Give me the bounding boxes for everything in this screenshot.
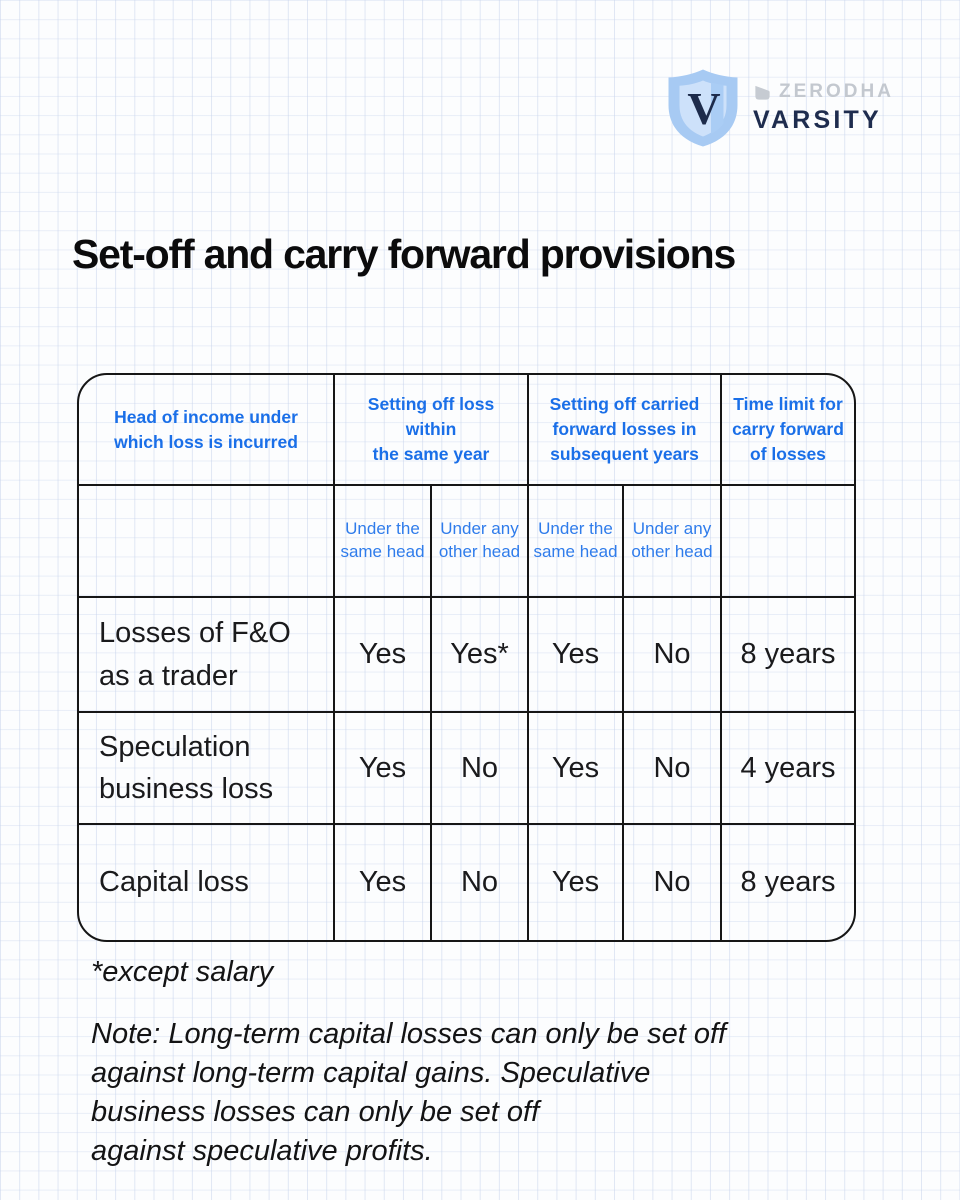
table-header-setoff-same-year: Setting off loss within the same year [335,375,529,486]
provisions-table: Head of income under which loss is incur… [77,373,856,942]
zerodha-kite-icon [755,85,770,100]
varsity-shield-icon: V [668,69,738,147]
zerodha-wordmark: ZERODHA [779,81,894,102]
table-cell: No [624,713,722,825]
table-cell: No [624,598,722,713]
page-title: Set-off and carry forward provisions [72,231,736,277]
shield-letter: V [687,83,720,134]
table-cell: Yes* [432,598,529,713]
table-cell: 8 years [740,866,836,898]
table-cell: No [432,825,529,940]
varsity-wordmark: VARSITY [753,106,882,134]
table-subheader-same-head-1: Under the same head [335,486,432,598]
table-cell: No [432,713,529,825]
table-cell: Yes [529,713,624,825]
note-text: Note: Long-term capital losses can only … [91,1018,727,1167]
table-cell: Yes [335,598,432,713]
table-row-label-capital: Capital loss [79,825,335,940]
table-cell: Yes [335,713,432,825]
table-subheader-other-head-1: Under any other head [432,486,529,598]
table-subheader-other-head-2: Under any other head [624,486,722,598]
table-cell: Yes [529,825,624,940]
table-cell: Yes [529,598,624,713]
footnote-text: *except salary [91,956,274,988]
table-row-label-fno: Losses of F&O as a trader [79,598,335,713]
brand-logo: V ZERODHA VARSITY [664,68,894,148]
table-header-income-head: Head of income under which loss is incur… [79,375,335,486]
table-subheader-empty-left [79,486,335,598]
table-cell: 8 years [722,598,854,713]
table-subheader-same-head-2: Under the same head [529,486,624,598]
table-cell: Yes [335,825,432,940]
table-subheader-empty-right [722,486,854,598]
table-header-time-limit: Time limit for carry forward of losses [722,375,854,486]
table-header-carried-forward: Setting off carried forward losses in su… [529,375,722,486]
table-row-label-speculation: Speculation business loss [79,713,335,825]
table-cell: 4 years [722,713,854,825]
table-cell: No [624,825,722,940]
